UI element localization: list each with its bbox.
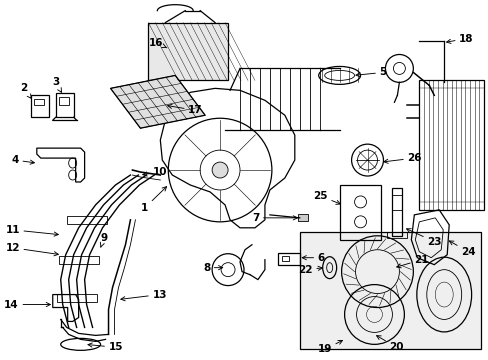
Text: 4: 4 [12, 155, 34, 165]
Text: 10: 10 [142, 167, 166, 177]
Circle shape [212, 162, 227, 178]
Text: 8: 8 [203, 263, 222, 273]
Bar [34, 99, 44, 105]
Bar [419, 80, 483, 210]
Bar [277, 253, 299, 265]
Text: 24: 24 [448, 241, 475, 257]
Bar [386, 232, 407, 238]
Text: 25: 25 [312, 191, 340, 204]
Text: 20: 20 [376, 336, 403, 352]
Text: 23: 23 [406, 229, 441, 247]
Bar [59, 256, 99, 264]
Bar [299, 232, 480, 349]
Text: 18: 18 [446, 33, 473, 44]
Bar [148, 23, 227, 80]
Text: 15: 15 [88, 342, 123, 352]
Text: 19: 19 [317, 341, 342, 354]
Bar [66, 216, 106, 224]
Bar [59, 97, 68, 105]
Text: 11: 11 [5, 225, 58, 236]
Text: 16: 16 [148, 37, 166, 48]
Bar [56, 93, 74, 117]
Text: 12: 12 [5, 243, 58, 256]
Text: 9: 9 [100, 233, 107, 247]
Bar [339, 185, 381, 240]
Text: 17: 17 [167, 104, 203, 115]
Text: 13: 13 [121, 289, 166, 301]
Polygon shape [110, 75, 205, 128]
Bar [297, 214, 307, 221]
Text: 5: 5 [355, 67, 386, 77]
Text: 1: 1 [141, 186, 166, 213]
Bar [57, 293, 96, 302]
Bar [281, 256, 288, 261]
Text: 22: 22 [298, 265, 322, 275]
Text: 2: 2 [20, 84, 31, 98]
Bar [31, 95, 49, 117]
Bar [392, 188, 402, 236]
Text: 7: 7 [251, 213, 297, 223]
Text: 21: 21 [396, 255, 428, 268]
Text: 26: 26 [383, 153, 421, 163]
Text: 3: 3 [52, 77, 61, 92]
Text: 14: 14 [4, 300, 50, 310]
Text: 6: 6 [302, 253, 325, 263]
